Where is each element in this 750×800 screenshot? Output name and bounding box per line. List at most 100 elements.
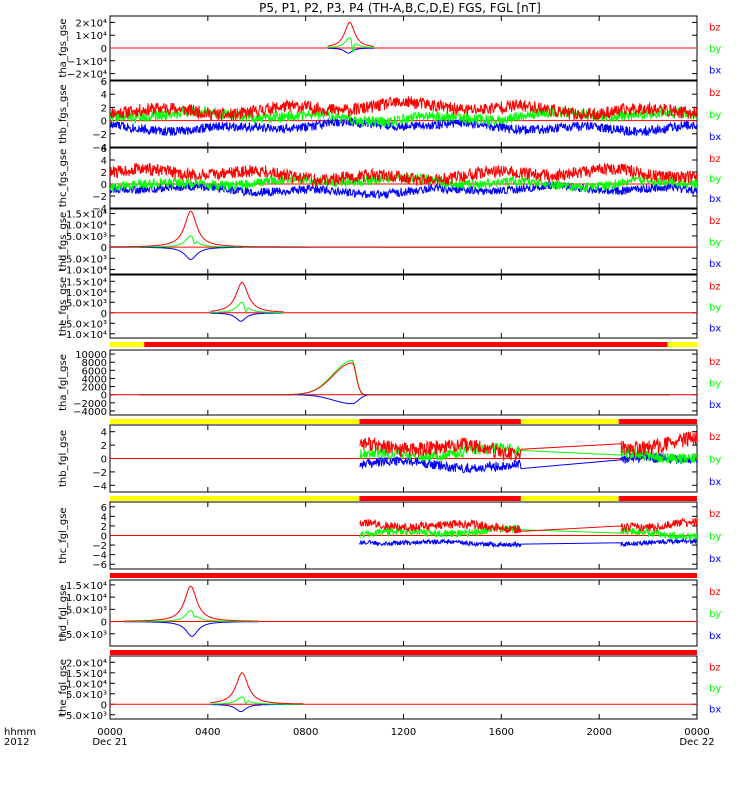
y-tick-label: −4 — [92, 551, 107, 562]
y-tick-label: 8000 — [82, 358, 107, 369]
series-bx-line — [359, 452, 697, 474]
y-tick-label: 1.0×10⁴ — [66, 593, 107, 604]
y-tick-label: 1.5×10⁴ — [66, 277, 107, 288]
y-tick-label: −4000 — [73, 407, 107, 418]
flag-segment — [110, 650, 697, 655]
legend-by: by — [709, 609, 721, 620]
flag-segment — [667, 342, 697, 347]
y-axis-label: tha_fgs_gse — [58, 18, 69, 77]
y-axis-label: the_fgs_gse — [58, 277, 69, 336]
series-bz-line — [110, 162, 697, 187]
y-tick-label: −4 — [92, 143, 107, 154]
legend-by: by — [709, 110, 721, 121]
x-tick-label: 2000 — [586, 727, 611, 738]
y-tick-label: 2×10⁴ — [76, 18, 107, 29]
series-bx-line — [210, 312, 284, 322]
panel-frame — [109, 579, 698, 647]
x-tick-label: 0800 — [293, 727, 318, 738]
series-bz-line — [210, 281, 284, 313]
series-bx-line — [139, 394, 671, 405]
flag-segment — [110, 419, 360, 424]
y-axis-label: thd_fgl_gse — [58, 585, 69, 642]
y-tick-label: 6 — [101, 144, 107, 155]
y-tick-label: −5.0×10³ — [58, 630, 107, 641]
y-tick-label: 0 — [101, 532, 107, 543]
y-axis-label: thb_fgs_gse — [58, 84, 69, 143]
x-tick-label: 0000 — [97, 727, 122, 738]
y-tick-label: 1.0×10⁴ — [66, 221, 107, 232]
y-axis-label: thc_fgs_gse — [58, 149, 69, 208]
y-tick-label: 4 — [101, 90, 107, 101]
series-bx-line — [327, 47, 375, 54]
y-axis-label: thc_fgl_gse — [58, 507, 69, 563]
flag-segment — [618, 496, 697, 501]
y-tick-label: −5.0×10³ — [58, 711, 107, 722]
flag-segment — [359, 419, 521, 424]
panel-the_fgl_gse: 2.0×10⁴1.5×10⁴1.0×10⁴5.0×10³0−5.0×10³the… — [58, 655, 721, 722]
legend-bx: bx — [709, 194, 721, 205]
y-tick-label: 1×10⁴ — [76, 31, 107, 42]
legend-bz: bz — [709, 216, 721, 227]
y-tick-label: −2×10⁴ — [67, 70, 107, 81]
flag-segment — [110, 573, 697, 578]
series-by-line — [210, 696, 304, 705]
y-tick-label: −1×10⁴ — [67, 57, 107, 68]
x-tick-date-label: Dec 21 — [92, 737, 127, 748]
legend-by: by — [709, 532, 721, 543]
panel-thb_fgs_gse: 6 4 2 0 −2 −4 thb_fgs_gse bz by bx — [58, 77, 721, 154]
series-by-line — [123, 610, 259, 622]
series-bz-line — [359, 517, 697, 535]
panel-thd_fgs_gse: 1.5×10⁴1.0×10⁴5.0×10³0−5.0×10³−1.0×10⁴th… — [58, 208, 721, 277]
legend-bx: bx — [709, 631, 721, 642]
legend-bx: bx — [709, 705, 721, 716]
y-tick-label: 4 — [101, 428, 107, 439]
y-tick-label: −5.0×10³ — [58, 254, 107, 265]
y-axis-label: thd_fgs_gse — [58, 212, 69, 271]
legend-by: by — [709, 44, 721, 55]
legend-by: by — [709, 455, 721, 466]
y-tick-label: 0 — [101, 44, 107, 55]
y-tick-label: 6 — [101, 77, 107, 88]
y-tick-label: −1.0×10⁴ — [58, 330, 107, 341]
y-tick-label: 4 — [101, 156, 107, 167]
series-by-line — [210, 301, 284, 314]
x-row-label: 2012 — [4, 737, 29, 748]
flag-bars-group — [110, 342, 697, 655]
y-tick-label: 1.5×10⁴ — [66, 581, 107, 592]
y-tick-label: 2 — [101, 103, 107, 114]
y-tick-label: −5.0×10³ — [58, 319, 107, 330]
x-row-label: hhmm — [4, 727, 36, 738]
series-bz-line — [123, 585, 260, 622]
y-tick-label: 0 — [101, 309, 107, 320]
y-tick-label: −6 — [92, 560, 107, 571]
series-bz-line — [139, 362, 671, 396]
panel-frame — [109, 208, 698, 275]
series-bx-line — [359, 536, 697, 549]
y-tick-label: 1.0×10⁴ — [66, 288, 107, 299]
y-tick-label: 1.5×10⁴ — [66, 209, 107, 220]
y-tick-label: 6 — [101, 503, 107, 514]
legend-by: by — [709, 238, 721, 249]
y-tick-label: 5.0×10³ — [66, 232, 107, 243]
y-tick-label: 1.5×10⁴ — [66, 669, 107, 680]
series-bz-line — [210, 672, 304, 705]
series-by-line — [139, 360, 671, 396]
y-tick-label: 6000 — [82, 366, 107, 377]
series-bz-line — [110, 96, 697, 121]
flag-segment — [359, 496, 521, 501]
flag-segment — [110, 496, 360, 501]
panel-frame — [109, 655, 698, 720]
y-axis-label: the_fgl_gse — [58, 659, 69, 716]
legend-bx: bx — [709, 132, 721, 143]
x-tick-label: 0400 — [195, 727, 220, 738]
flag-segment — [520, 496, 619, 501]
legend-by: by — [709, 174, 721, 185]
series-bz-line — [359, 431, 697, 462]
